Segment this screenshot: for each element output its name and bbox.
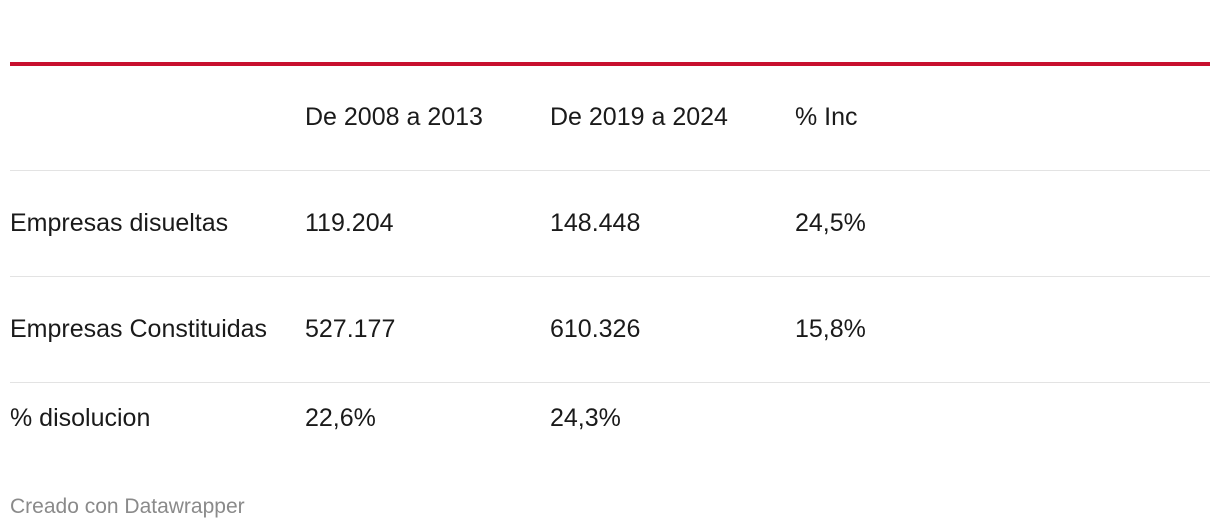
credit-text: Creado con Datawrapper xyxy=(10,495,245,518)
header-cell-2008-2013: De 2008 a 2013 xyxy=(305,103,483,132)
table-row: % disolucion 22,6% 24,3% xyxy=(10,382,1210,458)
row-label: % disolucion xyxy=(10,403,151,432)
table-container: De 2008 a 2013 De 2019 a 2024 % Inc Empr… xyxy=(10,62,1210,458)
row-label: Empresas Constituidas xyxy=(10,314,268,343)
header-cell-inc: % Inc xyxy=(795,103,858,132)
table-cell: 24,3% xyxy=(550,403,621,432)
table-cell: 22,6% xyxy=(305,403,376,432)
table-cell: 610.326 xyxy=(550,314,641,343)
table-cell xyxy=(795,382,1210,458)
header-row: De 2008 a 2013 De 2019 a 2024 % Inc xyxy=(10,66,1210,170)
table-cell: 24,5% xyxy=(795,208,866,237)
header-cell-label xyxy=(10,66,305,170)
table-cell: 527.177 xyxy=(305,314,396,343)
table-row: Empresas disueltas 119.204 148.448 24,5% xyxy=(10,170,1210,276)
accent-rule xyxy=(10,62,1210,66)
data-table: De 2008 a 2013 De 2019 a 2024 % Inc Empr… xyxy=(10,66,1210,458)
row-label: Empresas disueltas xyxy=(10,208,229,237)
header-cell-2019-2024: De 2019 a 2024 xyxy=(550,103,728,132)
table-cell: 119.204 xyxy=(305,208,394,237)
table-cell: 15,8% xyxy=(795,314,866,343)
table-cell: 148.448 xyxy=(550,208,641,237)
table-row: Empresas Constituidas 527.177 610.326 15… xyxy=(10,276,1210,382)
